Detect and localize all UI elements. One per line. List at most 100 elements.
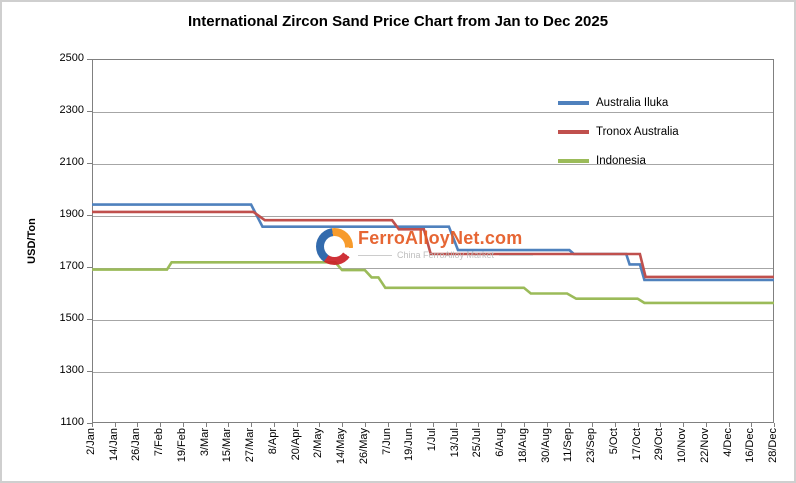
watermark-text: FerroAlloyNet.com China FerroAlloy Marke… bbox=[358, 228, 534, 260]
gridline bbox=[93, 164, 773, 165]
x-tick-label: 28/Dec bbox=[767, 428, 779, 463]
x-tick-mark bbox=[774, 423, 775, 427]
legend-label: Indonesia bbox=[596, 154, 646, 167]
x-tick-mark bbox=[433, 423, 434, 427]
x-tick-mark bbox=[592, 423, 594, 427]
x-tick-mark bbox=[342, 423, 344, 427]
y-tick-label: 1300 bbox=[59, 364, 84, 376]
x-tick-mark bbox=[614, 423, 616, 427]
x-tick-mark bbox=[205, 423, 207, 427]
y-tick-mark bbox=[87, 111, 92, 112]
x-tick-mark bbox=[92, 423, 93, 427]
x-tick-mark bbox=[683, 423, 685, 427]
x-tick-mark bbox=[273, 423, 275, 427]
x-tick-label: 3/Mar bbox=[198, 428, 211, 457]
x-tick-mark bbox=[410, 423, 412, 427]
x-tick-label: 16/Dec bbox=[744, 428, 757, 463]
x-tick-mark bbox=[501, 423, 503, 427]
x-tick-label: 22/Nov bbox=[698, 428, 711, 463]
y-tick-label: 2100 bbox=[59, 156, 84, 168]
y-tick-mark bbox=[87, 163, 92, 164]
legend-label: Tronox Australia bbox=[596, 125, 679, 138]
x-tick-label: 19/Jun bbox=[403, 428, 416, 462]
y-tick-mark bbox=[87, 319, 92, 320]
x-tick-mark bbox=[387, 423, 389, 427]
x-tick-label: 14/Jan bbox=[107, 428, 120, 462]
legend-item-australia-iluka: Australia Iluka bbox=[558, 88, 679, 117]
x-tick-label: 15/Mar bbox=[221, 428, 234, 463]
x-tick-label: 23/Sep bbox=[585, 428, 598, 463]
x-tick-mark bbox=[251, 423, 253, 427]
x-tick-label: 5/Oct bbox=[607, 428, 620, 455]
x-tick-label: 26/May bbox=[357, 428, 370, 465]
x-tick-label: 20/Apr bbox=[289, 428, 302, 461]
x-tick-label: 7/Jun bbox=[380, 428, 393, 455]
watermark-brand: FerroAlloyNet.com bbox=[358, 228, 523, 248]
legend: Australia Iluka Tronox Australia Indonesia bbox=[558, 88, 679, 175]
x-tick-label: 26/Jan bbox=[130, 428, 143, 462]
x-tick-label: 29/Oct bbox=[653, 428, 666, 461]
x-tick-label: 27/Mar bbox=[244, 428, 257, 463]
x-tick-label: 7/Feb bbox=[153, 428, 166, 457]
x-tick-mark bbox=[546, 423, 548, 427]
x-tick-mark bbox=[114, 423, 116, 427]
x-tick-mark bbox=[296, 423, 298, 427]
x-tick-label: 10/Nov bbox=[676, 428, 689, 463]
x-tick-label: 8/Apr bbox=[266, 428, 279, 455]
y-tick-mark bbox=[87, 215, 92, 216]
x-tick-label: 2/May bbox=[312, 428, 325, 458]
x-tick-label: 14/May bbox=[335, 428, 348, 465]
x-tick-mark bbox=[364, 423, 366, 427]
y-tick-mark bbox=[87, 59, 92, 60]
x-tick-mark bbox=[319, 423, 321, 427]
x-tick-label: 17/Oct bbox=[630, 428, 643, 461]
x-tick-mark bbox=[569, 423, 571, 427]
y-tick-label: 2500 bbox=[59, 52, 84, 64]
x-tick-label: 30/Aug bbox=[539, 428, 552, 463]
x-tick-mark bbox=[523, 423, 525, 427]
legend-swatch bbox=[558, 129, 589, 134]
x-tick-mark bbox=[751, 423, 753, 427]
x-tick-label: 13/Jul bbox=[448, 428, 461, 458]
x-tick-mark bbox=[137, 423, 139, 427]
x-tick-mark bbox=[455, 423, 457, 427]
gridline bbox=[93, 216, 773, 217]
y-tick-label: 2300 bbox=[59, 104, 84, 116]
gridline bbox=[93, 320, 773, 321]
y-tick-label: 1900 bbox=[59, 208, 84, 220]
legend-item-indonesia: Indonesia bbox=[558, 146, 679, 175]
gridline bbox=[93, 372, 773, 373]
x-tick-mark bbox=[637, 423, 639, 427]
legend-swatch bbox=[558, 100, 589, 105]
x-tick-mark bbox=[160, 423, 162, 427]
watermark: FerroAlloyNet.com China FerroAlloy Marke… bbox=[316, 228, 534, 265]
x-tick-label: 4/Dec bbox=[721, 428, 734, 457]
x-tick-label: 25/Jul bbox=[471, 428, 484, 458]
watermark-tagline: China FerroAlloy Market bbox=[358, 250, 534, 260]
x-tick-mark bbox=[228, 423, 230, 427]
x-tick-label: 18/Aug bbox=[516, 428, 529, 463]
x-tick-mark bbox=[705, 423, 707, 427]
y-tick-label: 1700 bbox=[59, 260, 84, 272]
ferroalloynet-logo-icon bbox=[316, 228, 353, 265]
tagline-text: China FerroAlloy Market bbox=[397, 250, 495, 260]
gridline bbox=[93, 268, 773, 269]
tagline-dash-left bbox=[358, 254, 392, 256]
legend-label: Australia Iluka bbox=[596, 96, 669, 109]
y-axis-title: USD/Ton bbox=[26, 218, 38, 264]
y-tick-mark bbox=[87, 371, 92, 372]
x-tick-mark bbox=[478, 423, 480, 427]
y-tick-label: 1100 bbox=[60, 416, 84, 428]
y-tick-mark bbox=[87, 267, 92, 268]
x-tick-label: 19/Feb bbox=[175, 428, 188, 463]
x-tick-label: 1/Jul bbox=[426, 428, 438, 452]
x-tick-mark bbox=[728, 423, 730, 427]
y-tick-mark bbox=[87, 423, 92, 424]
x-tick-label: 11/Sep bbox=[562, 428, 575, 463]
x-tick-label: 6/Aug bbox=[494, 428, 507, 457]
x-tick-mark bbox=[660, 423, 662, 427]
gridline bbox=[93, 112, 773, 113]
y-tick-label: 1500 bbox=[59, 312, 84, 324]
x-tick-label: 2/Jan bbox=[85, 428, 97, 455]
